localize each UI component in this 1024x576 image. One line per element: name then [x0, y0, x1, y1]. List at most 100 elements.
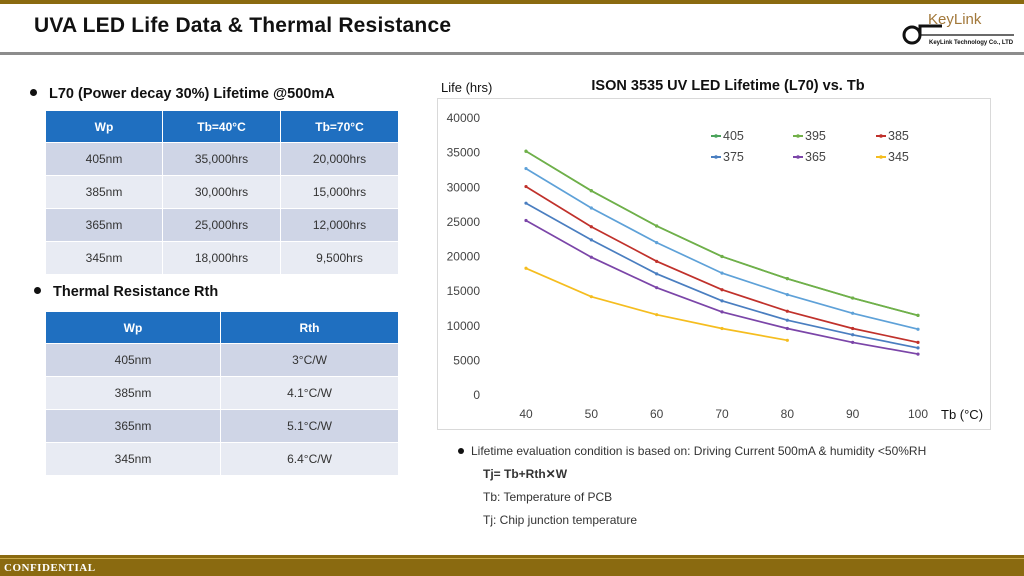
lifetime-table: Wp Tb=40°C Tb=70°C 405nm 35,000hrs 20,00…: [46, 111, 398, 274]
col-header-rth: Rth: [221, 312, 398, 343]
legend-label-395: 395: [805, 129, 826, 143]
data-point-375: [589, 238, 593, 242]
legend-dot-385: [879, 134, 883, 138]
page-title: UVA LED Life Data & Thermal Resistance: [34, 14, 452, 37]
table-cell: 5.1°C/W: [221, 409, 398, 442]
y-tick-label: 10000: [447, 319, 481, 333]
data-point-375: [524, 201, 528, 205]
y-axis-label: Life (hrs): [441, 80, 492, 95]
legend-label-385: 385: [888, 129, 909, 143]
note-formula: Tj= Tb+Rth✕W: [483, 467, 568, 481]
table-cell: 405nm: [46, 343, 221, 376]
data-point-395: [916, 313, 920, 317]
x-tick-label: 70: [715, 407, 729, 421]
x-axis-label: Tb (°C): [941, 407, 983, 422]
bullet-icon: [30, 88, 37, 96]
data-point-upper: [916, 327, 920, 331]
data-point-upper: [524, 166, 528, 171]
data-point-385: [720, 288, 724, 292]
data-point-385: [851, 326, 855, 331]
table-cell: 18,000hrs: [163, 241, 281, 274]
y-tick-label: 35000: [447, 146, 481, 160]
x-tick-label: 80: [781, 407, 795, 421]
note-tb: Tb: Temperature of PCB: [483, 490, 613, 504]
data-point-395: [851, 296, 855, 300]
thermal-heading: Thermal Resistance Rth: [34, 284, 218, 300]
table-cell: 25,000hrs: [163, 208, 281, 241]
legend-label-345: 345: [888, 150, 909, 164]
data-point-upper: [851, 311, 855, 315]
data-point-375: [655, 272, 659, 276]
data-point-345: [589, 295, 593, 299]
table-row: 385nm 4.1°C/W: [46, 376, 398, 409]
table-cell: 6.4°C/W: [221, 442, 398, 475]
col-header-wp: Wp: [46, 111, 163, 142]
data-point-395: [655, 224, 659, 228]
data-point-365: [916, 352, 920, 356]
x-tick-label: 100: [908, 407, 928, 421]
data-point-345: [720, 326, 724, 331]
note-condition-text: Lifetime evaluation condition is based o…: [471, 444, 927, 458]
data-point-365: [720, 310, 724, 314]
top-accent-bar: [0, 0, 1024, 4]
table-cell: 345nm: [46, 241, 163, 274]
data-point-395: [720, 254, 724, 259]
series-line-385: [525, 185, 919, 344]
table-row: 405nm 35,000hrs 20,000hrs: [46, 142, 398, 175]
data-point-375: [785, 318, 789, 322]
chart-plot-frame: [437, 98, 991, 430]
data-point-385: [785, 309, 789, 313]
legend-label-365: 365: [805, 150, 826, 164]
x-tick-label: 90: [846, 407, 860, 421]
table-cell: 365nm: [46, 409, 221, 442]
logo-tagline: KeyLink Technology Co., LTD: [929, 40, 1014, 46]
thermal-table: Wp Rth 405nm 3°C/W 385nm 4.1°C/W 365nm 5…: [46, 312, 398, 475]
series-line-365: [525, 219, 919, 355]
table-cell: 35,000hrs: [163, 142, 281, 175]
y-tick-label: 5000: [453, 353, 480, 367]
data-point-365: [524, 218, 528, 223]
data-point-395: [589, 189, 593, 193]
legend-dot-345: [879, 155, 883, 159]
table-header-row: Wp Rth: [46, 312, 398, 343]
table-cell: 4.1°C/W: [221, 376, 398, 409]
lifetime-heading-text: L70 (Power decay 30%) Lifetime @500mA: [49, 86, 335, 102]
table-cell: 20,000hrs: [281, 142, 398, 175]
data-point-375: [720, 299, 724, 303]
table-row: 405nm 3°C/W: [46, 343, 398, 376]
y-tick-label: 0: [473, 388, 480, 402]
legend-dot-365: [796, 155, 800, 159]
data-point-345: [524, 266, 528, 270]
data-point-365: [655, 286, 659, 290]
data-point-365: [589, 255, 593, 259]
legend-dot-405: [714, 134, 718, 138]
table-cell: 30,000hrs: [163, 175, 281, 208]
data-point-375: [916, 346, 920, 350]
series-line-375: [525, 202, 919, 349]
data-point-365: [785, 326, 789, 331]
col-header-tb70: Tb=70°C: [281, 111, 398, 142]
key-icon: [902, 24, 1014, 45]
table-row: 345nm 18,000hrs 9,500hrs: [46, 241, 398, 274]
y-tick-label: 40000: [447, 111, 481, 125]
data-point-345: [785, 338, 789, 342]
table-header-row: Wp Tb=40°C Tb=70°C: [46, 111, 398, 142]
table-cell: 385nm: [46, 175, 163, 208]
lifetime-chart: ISON 3535 UV LED Lifetime (L70) vs. Tb Li…: [441, 78, 983, 422]
series-line-upper: [525, 167, 919, 331]
legend-dot-395: [796, 134, 800, 138]
data-point-395: [524, 149, 528, 153]
table-row: 365nm 25,000hrs 12,000hrs: [46, 208, 398, 241]
data-point-375: [851, 333, 855, 337]
data-point-385: [916, 340, 920, 344]
confidential-label: CONFIDENTIAL: [4, 562, 96, 574]
series-line-345: [525, 267, 788, 342]
table-cell: 345nm: [46, 442, 221, 475]
table-row: 385nm 30,000hrs 15,000hrs: [46, 175, 398, 208]
table-cell: 12,000hrs: [281, 208, 398, 241]
data-point-upper: [655, 241, 659, 245]
table-row: 345nm 6.4°C/W: [46, 442, 398, 475]
data-point-upper: [589, 206, 593, 210]
table-cell: 3°C/W: [221, 343, 398, 376]
thermal-heading-text: Thermal Resistance Rth: [53, 284, 219, 300]
